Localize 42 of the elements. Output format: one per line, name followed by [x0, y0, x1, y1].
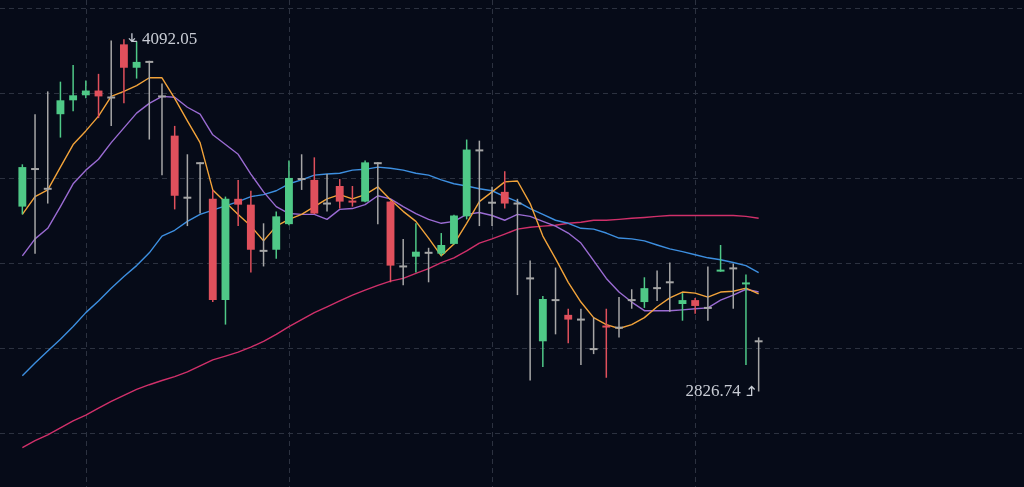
candlestick	[43, 90, 52, 205]
candlestick	[297, 153, 306, 191]
candlestick	[373, 161, 382, 225]
candlestick	[323, 173, 331, 213]
candlestick	[183, 153, 192, 227]
candlestick	[564, 307, 573, 344]
candlestick	[411, 222, 420, 274]
candlestick	[119, 38, 128, 105]
candlestick	[742, 273, 750, 366]
candlestick	[107, 39, 116, 127]
candlestick	[56, 80, 65, 139]
candlestick	[627, 288, 636, 310]
candlestick	[424, 247, 433, 284]
candlestick	[754, 336, 763, 393]
annotation: 2826.74	[685, 380, 742, 400]
candlestick	[640, 276, 649, 309]
candlestick	[678, 292, 687, 322]
candlestick	[589, 316, 598, 355]
candlestick	[526, 259, 535, 382]
candlestick	[196, 161, 205, 215]
candlestick	[437, 232, 446, 257]
candlestick	[399, 238, 408, 287]
candlestick	[615, 296, 623, 339]
candlestick	[31, 113, 39, 255]
candlestick	[348, 185, 357, 208]
candlestick	[158, 82, 166, 176]
candlestick	[729, 262, 738, 310]
candlestick	[145, 60, 154, 141]
candlestick	[335, 178, 344, 210]
candlestick	[665, 261, 674, 313]
candlestick	[716, 244, 725, 273]
candlestick	[703, 265, 712, 322]
candlestick	[576, 307, 585, 366]
candlestick	[500, 170, 509, 210]
annotation: 4092.05	[141, 28, 198, 48]
candlestick	[132, 40, 141, 80]
candlestick	[602, 307, 611, 379]
candlestick	[475, 139, 484, 227]
candlestick	[653, 269, 662, 302]
candlestick	[69, 64, 78, 112]
candlestick	[488, 186, 496, 227]
candlestick	[234, 179, 243, 227]
